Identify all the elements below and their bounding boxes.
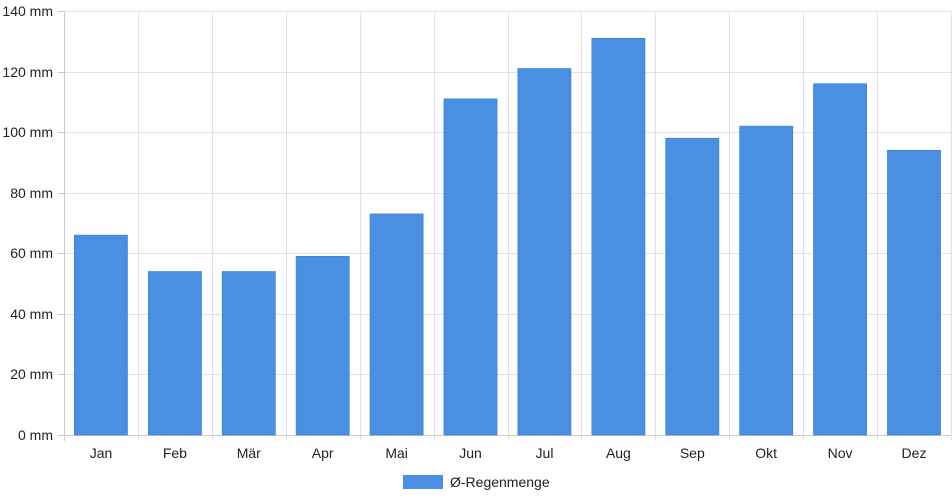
- x-tick-labels: Jan Feb Mär Apr Mai Jun Jul Aug Sep Okt Nov Dez: [90, 445, 927, 461]
- bar-sep[interactable]: [665, 137, 720, 436]
- y-tick-label: 100 mm: [2, 124, 53, 140]
- axes: [58, 11, 951, 441]
- x-tick-label: Mai: [385, 445, 408, 461]
- grid-lines: [58, 11, 952, 441]
- legend-label[interactable]: Ø-Regenmenge: [450, 474, 550, 490]
- x-tick-label: Nov: [828, 445, 853, 461]
- bar-nov[interactable]: [813, 83, 868, 436]
- x-tick-label: Jan: [90, 445, 113, 461]
- x-tick-label: Dez: [902, 445, 927, 461]
- bar-jan[interactable]: [74, 234, 128, 436]
- y-tick-label: 0 mm: [18, 427, 53, 443]
- bar-okt[interactable]: [739, 125, 794, 436]
- y-tick-label: 40 mm: [10, 306, 53, 322]
- y-tick-label: 120 mm: [2, 64, 53, 80]
- bar-mai[interactable]: [369, 213, 424, 436]
- legend-swatch[interactable]: [403, 475, 443, 489]
- x-tick-label: Mär: [237, 445, 261, 461]
- x-tick-label: Apr: [312, 445, 334, 461]
- bars: [74, 37, 941, 436]
- x-tick-label: Feb: [163, 445, 187, 461]
- y-tick-label: 140 mm: [2, 3, 53, 19]
- x-tick-label: Jul: [536, 445, 554, 461]
- bar-jul[interactable]: [517, 68, 572, 436]
- x-tick-label: Aug: [606, 445, 631, 461]
- legend[interactable]: Ø-Regenmenge: [403, 474, 550, 490]
- x-tick-label: Jun: [459, 445, 482, 461]
- y-tick-labels: 0 mm 20 mm 40 mm 60 mm 80 mm 100 mm 120 mm 140 …: [2, 3, 53, 443]
- y-tick-label: 80 mm: [10, 185, 53, 201]
- bar-apr[interactable]: [295, 255, 350, 436]
- y-tick-label: 20 mm: [10, 366, 53, 382]
- x-tick-label: Okt: [755, 445, 777, 461]
- x-tick-label: Sep: [680, 445, 705, 461]
- y-tick-label: 60 mm: [10, 245, 53, 261]
- bar-dez[interactable]: [887, 150, 941, 436]
- bar-mär[interactable]: [221, 271, 276, 436]
- bar-aug[interactable]: [591, 37, 646, 436]
- bar-feb[interactable]: [148, 271, 202, 436]
- bar-jun[interactable]: [443, 98, 498, 436]
